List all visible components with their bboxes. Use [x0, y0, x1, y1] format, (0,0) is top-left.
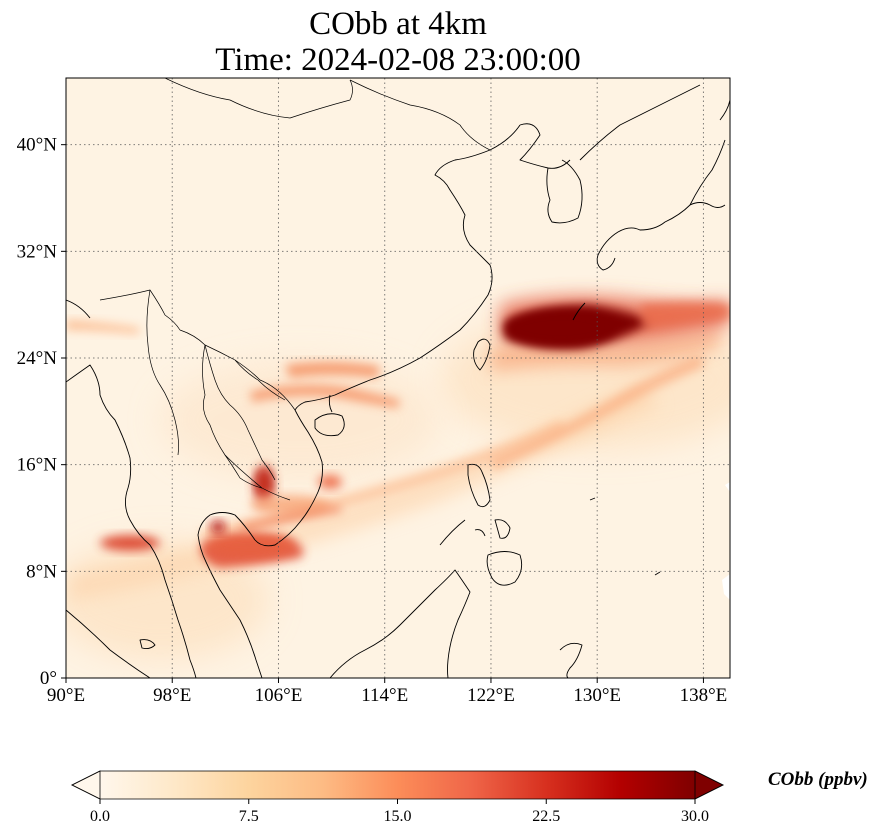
lon-tick-label: 122°E [467, 685, 515, 706]
map-plot-area [66, 78, 730, 678]
colorbar-ticks: 0.0 7.5 15.0 22.5 30.0 [90, 799, 709, 825]
colorbar-tick-label: 22.5 [532, 808, 560, 825]
colorbar-gradient [100, 771, 695, 799]
latitude-axis: 0° 8°N 16°N 24°N 32°N 40°N [17, 135, 66, 689]
colorbar-tick-label: 7.5 [239, 808, 259, 825]
colorbar-tick-label: 0.0 [90, 808, 110, 825]
coastlines [66, 78, 730, 678]
colorbar-tick-label: 30.0 [681, 808, 709, 825]
lon-tick-label: 106°E [255, 685, 303, 706]
longitude-axis: 90°E 98°E 106°E 114°E 122°E 130°E 138°E [47, 678, 727, 706]
colorbar-max-extend [694, 770, 724, 800]
map-frame [65, 77, 731, 679]
colorbar-tick-label: 15.0 [384, 808, 412, 825]
lon-tick-label: 114°E [361, 685, 408, 706]
lon-tick-label: 90°E [47, 685, 85, 706]
lat-tick-label: 40°N [17, 135, 58, 156]
lon-tick-label: 130°E [573, 685, 621, 706]
lat-tick-label: 0° [40, 668, 57, 689]
lat-tick-label: 24°N [17, 348, 58, 369]
gridlines [66, 78, 730, 678]
colorbar-min-extend [71, 770, 101, 800]
colorbar: 0.0 7.5 15.0 22.5 30.0 [71, 770, 724, 825]
lat-tick-label: 32°N [17, 241, 58, 262]
map-timestamp: Time: 2024-02-08 23:00:00 [215, 42, 581, 78]
lon-tick-label: 138°E [680, 685, 728, 706]
lon-tick-label: 98°E [153, 685, 191, 706]
lat-tick-label: 16°N [17, 455, 58, 476]
colorbar-title: CObb (ppbv) [768, 769, 868, 790]
lat-tick-label: 8°N [26, 561, 57, 582]
map-title: CObb at 4km [309, 6, 487, 42]
